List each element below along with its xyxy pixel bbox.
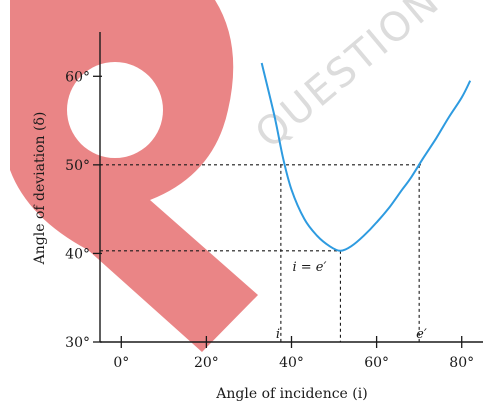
y-tick-label: 30° [65, 335, 90, 351]
x-axis-title: Angle of incidence (i) [215, 386, 367, 402]
y-tick-label: 50° [65, 158, 90, 174]
annotation-minimum: i = e′ [292, 260, 326, 275]
reference-lines [100, 164, 423, 342]
watermark-text: QUESTION [247, 0, 449, 158]
watermark-shape [10, 0, 258, 352]
x-tick-label: 0° [113, 355, 129, 371]
x-tick-label: 40° [279, 355, 304, 371]
x-ticks: 0° 20° 40° 60° 80° [113, 336, 474, 371]
annotation-i: i [276, 327, 280, 342]
watermark-hole [67, 62, 163, 158]
x-tick-label: 60° [364, 355, 389, 371]
annotation-e-prime: e′ [416, 327, 427, 342]
deviation-curve [260, 62, 472, 252]
x-tick-label: 80° [449, 355, 474, 371]
watermark: QUESTION [10, 0, 449, 352]
y-tick-label: 60° [65, 69, 90, 85]
y-axis-title: Angle of deviation (δ) [32, 112, 48, 266]
y-tick-label: 40° [65, 246, 90, 262]
x-tick-label: 20° [194, 355, 219, 371]
